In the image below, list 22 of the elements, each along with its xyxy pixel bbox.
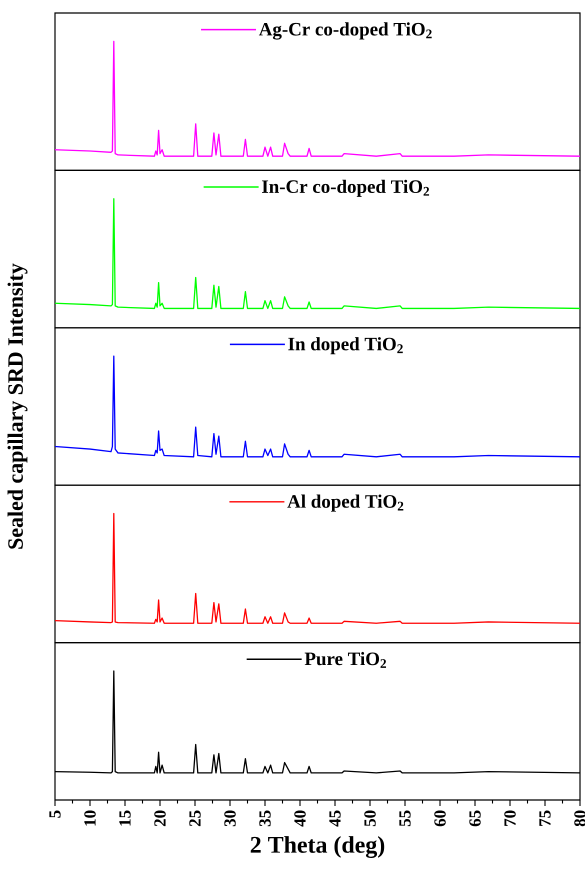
legend-label: Pure TiO$_{2}$ [304,652,386,668]
x-tick-label: 10 [84,810,96,826]
x-tick-label: 35 [259,810,271,826]
x-tick-label: 15 [119,810,131,826]
x-tick-label: 60 [434,810,446,826]
x-tick-label: 75 [539,810,551,826]
legend-label: Ag-Cr co-doped TiO$_{2}$ [258,22,432,40]
x-tick-label: 50 [364,810,376,826]
x-tick-label: 45 [329,810,341,827]
x-tick-label: 30 [224,810,236,826]
y-axis-title: Sealed capillary SRD Intensity [8,263,28,549]
x-tick-label: 55 [399,810,411,826]
x-tick-label: 5 [49,810,61,818]
x-tick-label: 70 [504,810,516,826]
x-tick-label: 20 [154,810,166,826]
legend-label: In doped TiO$_{2}$ [288,337,403,354]
x-tick-label: 25 [189,810,201,826]
legend-label: In-Cr co-doped TiO$_{2}$ [262,180,430,197]
x-axis-title: 2 Theta (deg) [250,836,384,858]
x-tick-label: 40 [294,810,306,827]
legend-label: Al doped TiO$_{2}$ [287,494,404,512]
x-tick-label: 65 [469,810,481,826]
